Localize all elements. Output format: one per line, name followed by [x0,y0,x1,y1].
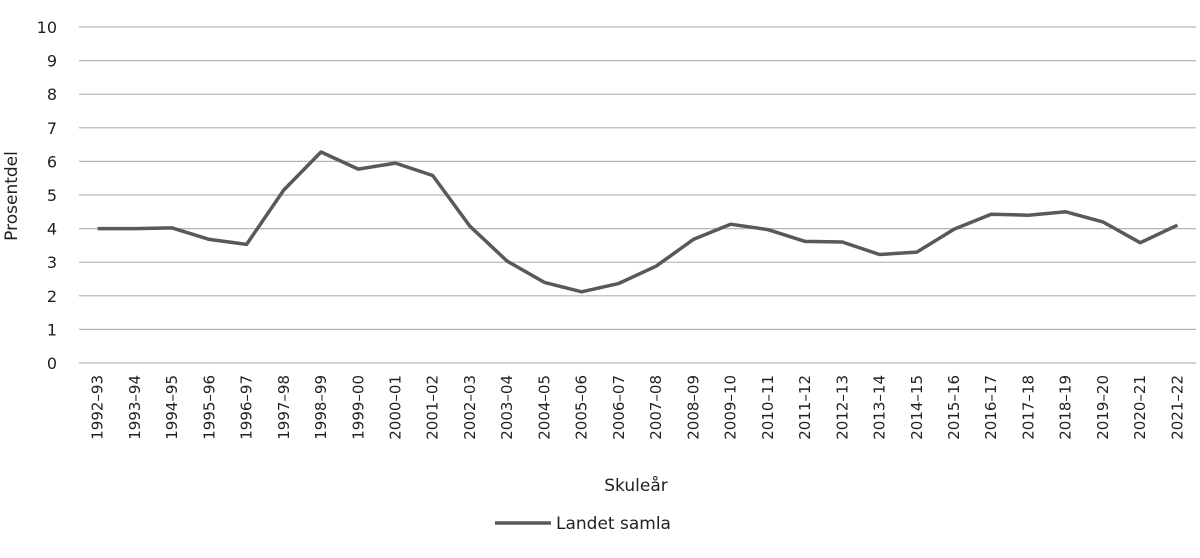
y-tick-label: 2 [47,287,57,306]
x-tick-label: 2017–18 [1019,375,1037,440]
x-tick-label: 2007–08 [647,375,665,440]
y-tick-label: 9 [47,52,57,71]
x-tick-label: 2016–17 [982,375,1000,440]
x-tick-label: 2002–03 [461,375,479,440]
y-axis-ticks: 0 1 2 3 4 5 6 7 8 9 10 [37,18,57,373]
x-tick-label: 2004–05 [535,375,553,440]
x-tick-label: 2009–10 [722,375,740,440]
x-tick-label: 1992–93 [89,375,107,440]
x-tick-label: 2003–04 [498,375,516,440]
x-tick-label: 2010–11 [759,375,777,440]
x-axis-title: Skuleår [604,475,667,496]
x-tick-label: 2008–09 [684,375,702,440]
x-tick-label: 2013–14 [871,375,889,440]
y-tick-label: 6 [47,152,57,171]
legend-label: Landet samla [556,514,671,534]
x-tick-label: 1993–94 [126,375,144,440]
x-tick-label: 2020–21 [1131,375,1149,440]
y-tick-label: 7 [47,119,57,138]
x-tick-label: 2006–07 [610,375,628,440]
x-tick-label: 2015–16 [945,375,963,440]
x-tick-label: 1995–96 [200,375,218,440]
y-axis-title: Prosentdel [2,151,22,241]
x-tick-label: 1994–95 [163,375,181,440]
x-tick-label: 2011–12 [796,375,814,440]
x-tick-label: 2001–02 [424,375,442,440]
y-tick-label: 1 [47,320,57,339]
y-tick-label: 4 [47,220,57,239]
x-tick-label: 1999–00 [349,375,367,440]
x-tick-label: 2005–06 [573,375,591,440]
y-tick-label: 5 [47,186,57,205]
x-tick-label: 1998–99 [312,375,330,440]
y-tick-label: 3 [47,253,57,272]
legend: Landet samla [495,514,671,534]
x-tick-label: 2018–19 [1057,375,1075,440]
x-tick-label: 2000–01 [386,375,404,440]
x-tick-label: 1996–97 [238,375,256,440]
y-tick-label: 8 [47,85,57,104]
y-tick-label: 0 [47,354,57,373]
x-tick-label: 2021–22 [1168,375,1186,440]
x-tick-label: 2014–15 [908,375,926,440]
series-landet-samla [97,150,1179,294]
gridlines [79,26,1196,364]
x-tick-label: 2019–20 [1094,375,1112,440]
y-tick-label: 10 [37,18,57,37]
x-tick-label: 1997–98 [275,375,293,440]
series-line [97,150,1179,294]
x-tick-label: 2012–13 [833,375,851,440]
x-axis-ticks: 1992–93 1993–94 1994–95 1995–96 1996–97 1997–… [89,375,1187,440]
